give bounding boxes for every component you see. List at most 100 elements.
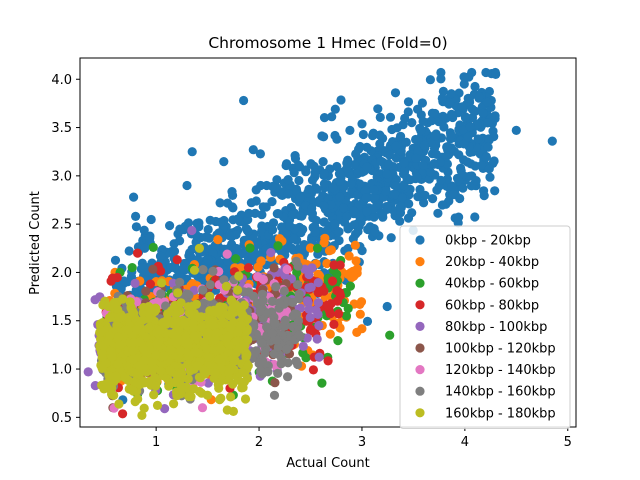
scatter-point — [262, 322, 272, 332]
scatter-point — [425, 75, 435, 85]
scatter-point — [109, 298, 119, 308]
scatter-point — [375, 130, 385, 140]
legend-marker — [415, 408, 425, 418]
scatter-point — [95, 327, 105, 338]
scatter-point — [283, 175, 293, 185]
scatter-point — [313, 298, 323, 308]
scatter-point — [232, 214, 243, 224]
legend-entry-label: 0kbp - 20kbp — [445, 234, 531, 249]
scatter-point — [114, 312, 124, 323]
scatter-point — [176, 298, 186, 308]
scatter-point — [141, 268, 151, 278]
scatter-point — [411, 153, 421, 163]
scatter-point — [113, 305, 123, 315]
scatter-point — [202, 344, 212, 354]
scatter-point — [351, 256, 361, 266]
scatter-point — [298, 348, 308, 358]
scatter-point — [273, 209, 283, 219]
scatter-point — [171, 309, 181, 319]
scatter-point — [214, 306, 224, 316]
scatter-point — [290, 151, 300, 161]
scatter-point — [152, 339, 162, 349]
scatter-point — [478, 108, 488, 118]
scatter-point — [291, 256, 301, 266]
scatter-point — [305, 312, 315, 323]
scatter-point — [113, 332, 123, 342]
y-tick-label: 3.0 — [51, 169, 72, 184]
scatter-point — [224, 310, 234, 321]
scatter-point — [395, 201, 405, 212]
scatter-point — [385, 112, 396, 122]
scatter-point — [305, 243, 316, 253]
data-points — [83, 67, 557, 420]
scatter-point — [148, 264, 158, 274]
scatter-point — [416, 125, 426, 136]
scatter-point — [169, 246, 180, 256]
scatter-point — [470, 106, 480, 116]
scatter-point — [386, 233, 396, 243]
scatter-point — [443, 142, 453, 152]
scatter-point — [328, 183, 338, 193]
chart-title: Chromosome 1 Hmec (Fold=0) — [208, 34, 447, 52]
scatter-point — [225, 366, 235, 376]
scatter-point — [344, 251, 354, 261]
scatter-point — [396, 131, 406, 141]
scatter-point — [335, 287, 345, 298]
scatter-point — [191, 299, 201, 309]
legend-marker — [415, 278, 425, 288]
scatter-point — [392, 123, 402, 133]
scatter-point — [271, 335, 282, 345]
scatter-point — [428, 194, 438, 204]
scatter-point — [223, 347, 233, 357]
legend-box — [399, 225, 571, 429]
scatter-point — [214, 354, 224, 364]
scatter-point — [383, 159, 394, 169]
scatter-point — [319, 113, 330, 123]
scatter-point — [222, 249, 232, 259]
scatter-point — [474, 92, 484, 102]
scatter-point — [483, 142, 493, 152]
scatter-point — [473, 134, 483, 144]
scatter-point — [358, 129, 368, 140]
scatter-point — [157, 278, 167, 288]
scatter-point — [135, 337, 145, 347]
scatter-point — [216, 393, 226, 403]
scatter-point — [175, 236, 185, 246]
scatter-point — [293, 280, 303, 290]
scatter-point — [281, 344, 292, 354]
scatter-point — [308, 365, 318, 375]
scatter-point — [314, 320, 324, 331]
scatter-point — [439, 122, 449, 132]
x-tick-label: 5 — [564, 435, 572, 450]
scatter-point — [189, 265, 200, 275]
scatter-point — [255, 149, 265, 159]
scatter-point — [459, 72, 469, 82]
scatter-point — [144, 302, 154, 312]
scatter-point — [276, 359, 286, 369]
scatter-point — [285, 221, 295, 231]
scatter-point — [210, 335, 220, 345]
scatter-point — [404, 199, 414, 209]
scatter-point — [158, 318, 168, 328]
scatter-point — [458, 183, 468, 193]
scatter-point — [83, 367, 93, 377]
scatter-point — [272, 175, 282, 185]
x-tick-label: 2 — [255, 435, 263, 450]
scatter-point — [97, 363, 107, 373]
scatter-point — [150, 350, 161, 360]
x-axis-label: Actual Count — [286, 456, 369, 471]
scatter-point — [382, 169, 392, 179]
scatter-point — [188, 318, 198, 328]
scatter-point — [145, 279, 155, 289]
scatter-point — [479, 191, 489, 201]
scatter-point — [332, 134, 342, 144]
scatter-point — [342, 211, 352, 222]
scatter-point — [326, 200, 336, 210]
scatter-point — [181, 382, 191, 392]
scatter-point — [301, 167, 311, 177]
scatter-point — [334, 227, 344, 237]
scatter-point — [325, 309, 335, 319]
scatter-point — [114, 399, 124, 409]
legend-marker — [415, 235, 425, 245]
